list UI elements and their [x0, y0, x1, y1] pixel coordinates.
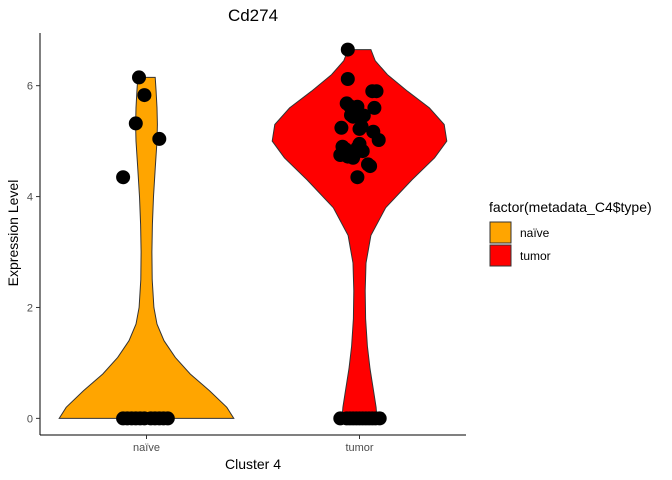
x-axis-title: Cluster 4	[225, 456, 281, 472]
y-tick-label: 6	[27, 81, 33, 93]
legend-label: naïve	[520, 226, 550, 240]
data-point	[137, 88, 152, 103]
data-point	[369, 84, 384, 99]
y-axis-title: Expression Level	[5, 180, 21, 287]
y-axis-ticks: 0 2 4 6	[27, 81, 40, 425]
data-point	[340, 42, 355, 57]
data-point	[334, 120, 349, 135]
chart-title: Cd274	[228, 6, 278, 25]
y-tick-label: 0	[27, 413, 33, 425]
data-point	[132, 70, 146, 85]
y-tick-label: 4	[27, 192, 33, 204]
data-point	[116, 170, 131, 185]
data-point	[356, 108, 371, 123]
violin-naive	[58, 76, 235, 419]
legend-key	[489, 221, 512, 244]
data-point	[367, 100, 382, 115]
y-tick-label: 2	[27, 302, 33, 314]
data-point	[346, 109, 361, 124]
x-tick-label: tumor	[345, 442, 373, 454]
legend-label: tumor	[520, 249, 551, 263]
data-point	[363, 159, 378, 174]
legend-title: factor(metadata_C4$type)	[489, 199, 652, 215]
data-point	[371, 133, 386, 147]
data-point	[354, 119, 369, 134]
legend-key	[489, 244, 512, 267]
violins-layer	[58, 49, 448, 419]
data-point	[340, 72, 355, 86]
x-tick-label: naïve	[133, 442, 160, 454]
data-point	[152, 131, 167, 146]
legend-items: naïve tumor	[489, 221, 551, 267]
data-point	[350, 170, 365, 185]
data-point	[372, 411, 387, 426]
points-layer	[116, 42, 387, 426]
data-point	[128, 116, 143, 131]
data-point	[355, 144, 370, 159]
legend: factor(metadata_C4$type) naïve tumor	[489, 199, 652, 267]
data-point	[160, 411, 175, 426]
x-axis-ticks: naïve tumor	[133, 435, 374, 454]
